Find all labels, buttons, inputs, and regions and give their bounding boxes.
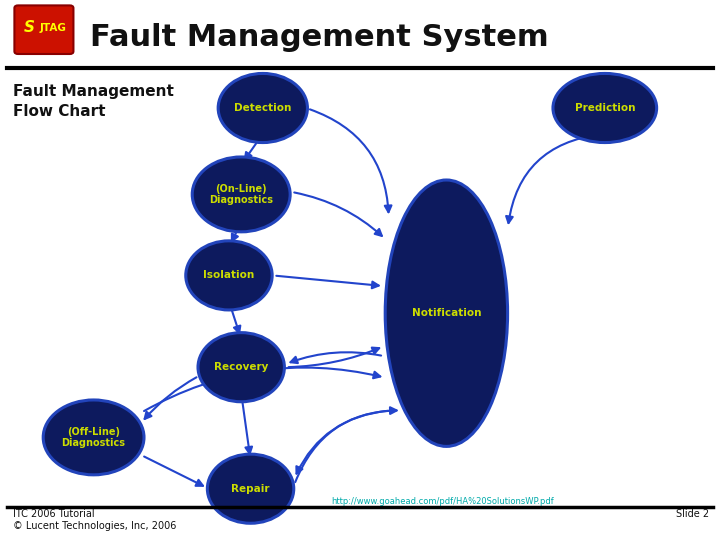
Ellipse shape (192, 157, 290, 232)
Ellipse shape (218, 73, 307, 143)
Ellipse shape (43, 400, 144, 475)
Text: Prediction: Prediction (575, 103, 635, 113)
Ellipse shape (186, 241, 272, 310)
Text: Detection: Detection (234, 103, 292, 113)
Text: S: S (24, 20, 35, 35)
Text: Slide 2: Slide 2 (676, 509, 709, 519)
Text: (On-Line)
Diagnostics: (On-Line) Diagnostics (210, 184, 273, 205)
Ellipse shape (385, 180, 508, 447)
Text: Fault Management
Flow Chart: Fault Management Flow Chart (13, 84, 174, 118)
Text: Fault Management System: Fault Management System (90, 23, 549, 52)
Text: Recovery: Recovery (214, 362, 269, 372)
Text: Repair: Repair (231, 484, 270, 494)
Ellipse shape (553, 73, 657, 143)
FancyBboxPatch shape (14, 5, 73, 54)
Text: (Off-Line)
Diagnostics: (Off-Line) Diagnostics (62, 427, 125, 448)
Ellipse shape (198, 333, 284, 402)
Text: Notification: Notification (412, 308, 481, 318)
Text: http://www.goahead.com/pdf/HA%20SolutionsWP.pdf: http://www.goahead.com/pdf/HA%20Solution… (331, 497, 554, 505)
Ellipse shape (207, 454, 294, 523)
Text: Isolation: Isolation (203, 271, 255, 280)
Text: ITC 2006 Tutorial
© Lucent Technologies, Inc, 2006: ITC 2006 Tutorial © Lucent Technologies,… (13, 509, 176, 531)
Text: JTAG: JTAG (40, 23, 67, 32)
